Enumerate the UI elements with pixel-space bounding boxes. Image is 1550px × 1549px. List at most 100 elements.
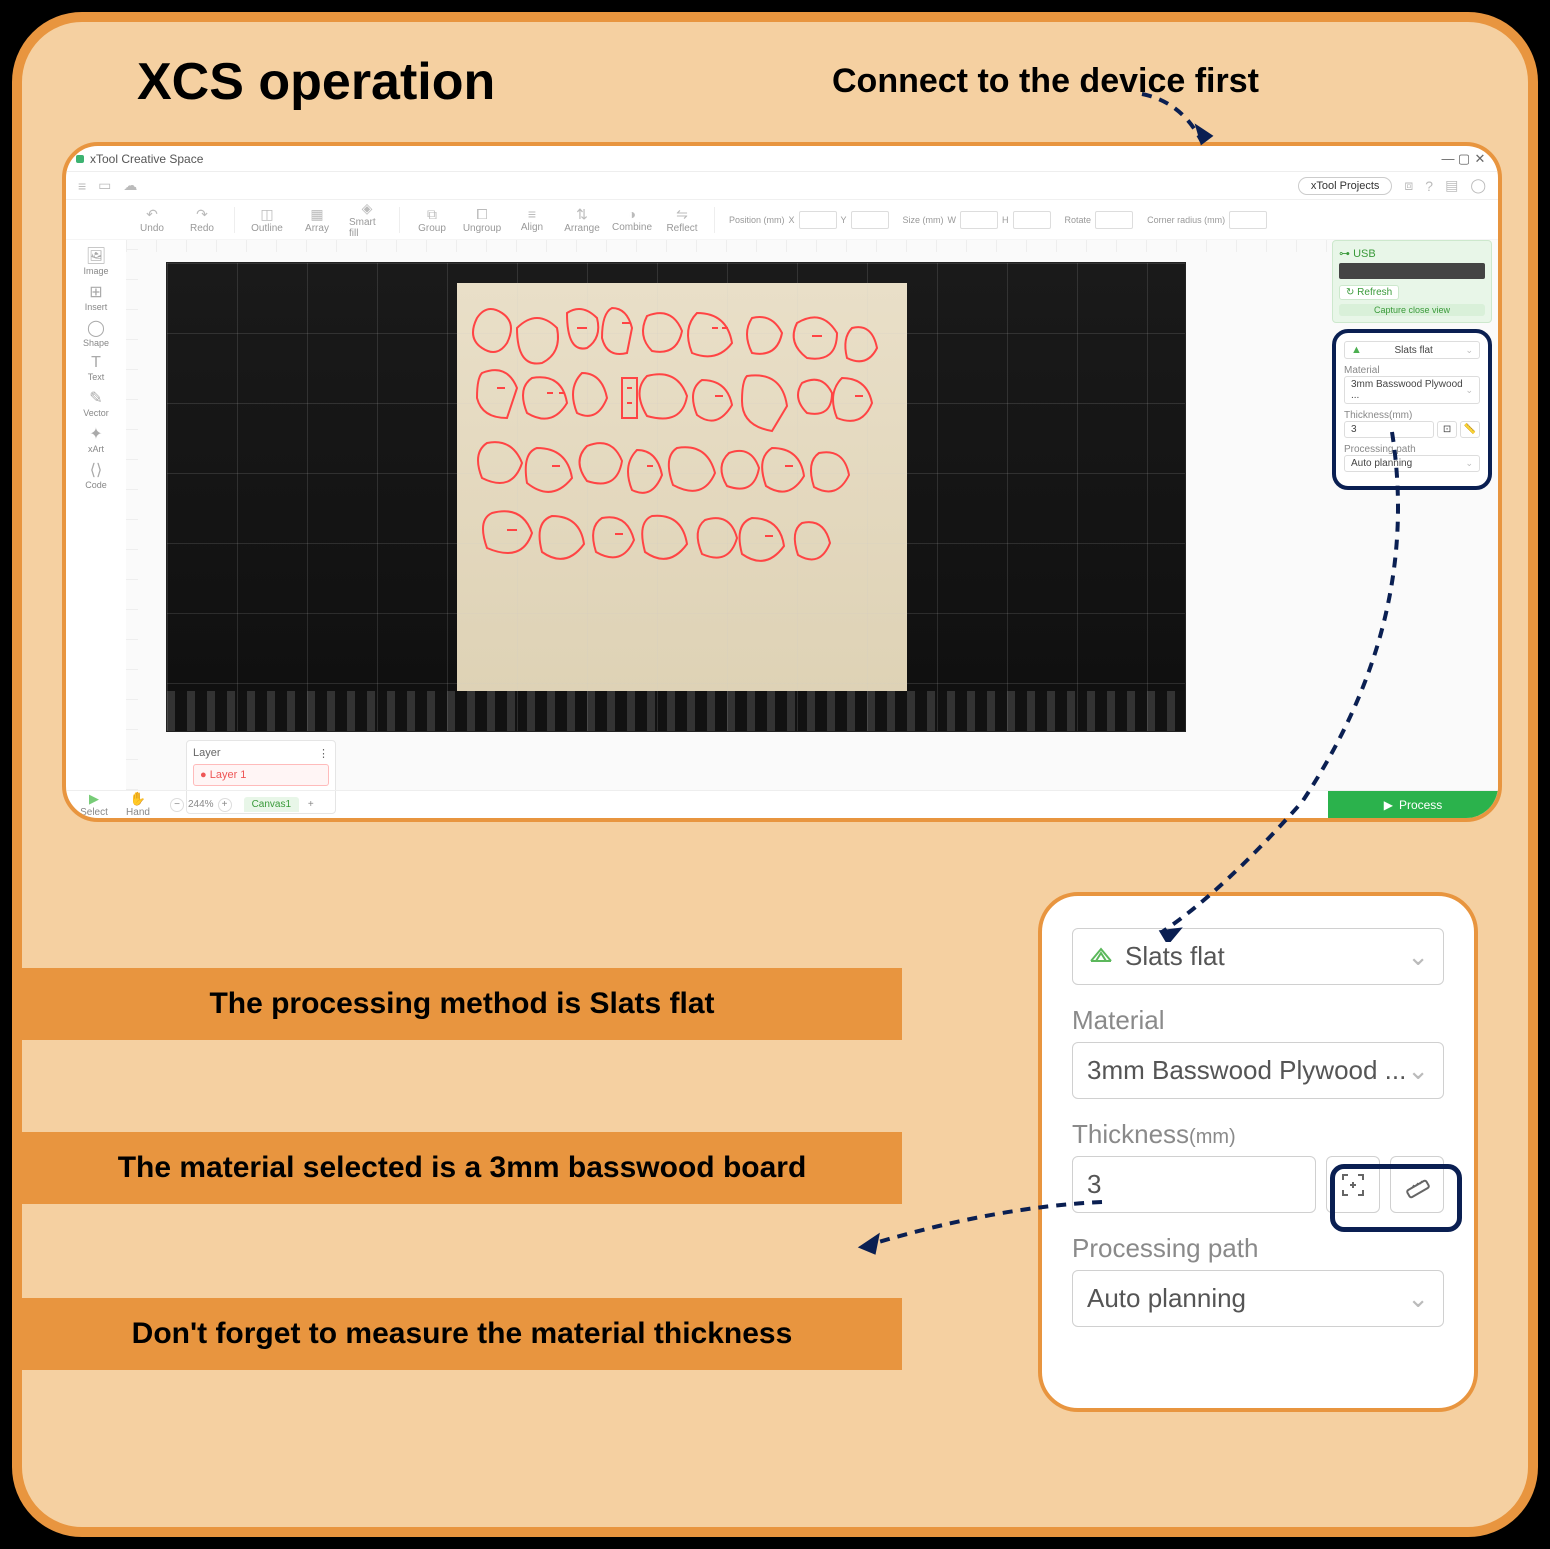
stage: XCS operation Connect to the device firs…: [0, 0, 1550, 1549]
size-h-input[interactable]: [1013, 211, 1051, 229]
vector-tool[interactable]: ✎Vector: [76, 388, 116, 418]
cut-outlines: [467, 298, 897, 568]
help-icon[interactable]: ?: [1425, 178, 1433, 194]
hand-tool[interactable]: ✋Hand: [118, 791, 158, 818]
measure-icon[interactable]: 📏: [1460, 421, 1480, 438]
material-label: Material: [1344, 365, 1480, 376]
insert-tool[interactable]: ⊞Insert: [76, 282, 116, 312]
zp-material-select[interactable]: 3mm Basswood Plywood ... ⌄: [1072, 1042, 1444, 1099]
canvas[interactable]: Layer ⋮ ● Layer 1: [126, 240, 1498, 790]
zp-path-value: Auto planning: [1087, 1283, 1246, 1314]
connection-panel: ⊶ USB ↻ Refresh Capture close view: [1332, 240, 1492, 323]
folder-icon[interactable]: ▭: [98, 177, 111, 194]
zp-material-value: 3mm Basswood Plywood ...: [1087, 1055, 1406, 1086]
material-select[interactable]: 3mm Basswood Plywood ...⌄: [1344, 376, 1480, 404]
size-prop: Size (mm) W H: [903, 211, 1051, 229]
zp-material-label: Material: [1072, 1005, 1444, 1036]
settings-panel-small: ▲Slats flat⌄ Material 3mm Basswood Plywo…: [1332, 329, 1492, 490]
ungroup-button[interactable]: ⧠Ungroup: [464, 206, 500, 234]
shape-tool[interactable]: ◯Shape: [76, 318, 116, 348]
thickness-input[interactable]: 3: [1344, 421, 1434, 438]
win-min-icon[interactable]: —: [1440, 151, 1456, 166]
menubar: ≡ ▭ ☁ xTool Projects ⧈ ? ▤ ◯: [66, 172, 1498, 200]
thickness-label: Thickness(mm): [1344, 410, 1480, 421]
path-select[interactable]: Auto planning⌄: [1344, 455, 1480, 472]
select-tool[interactable]: ▶Select: [74, 791, 114, 818]
zp-thickness-input[interactable]: 3: [1072, 1156, 1316, 1213]
statusbar: ▶Select ✋Hand − 244% + Canvas1 + ▶ Proce…: [66, 790, 1498, 818]
image-tool[interactable]: 🖼Image: [76, 246, 116, 276]
ruler-horizontal: [126, 240, 1498, 252]
zoom-value: 244%: [188, 799, 214, 810]
zoom-out-icon[interactable]: −: [170, 798, 184, 812]
layer-menu-icon[interactable]: ⋮: [318, 747, 329, 760]
chevron-down-icon: ⌄: [1407, 1055, 1429, 1086]
ruler-vertical: [126, 240, 138, 790]
undo-button[interactable]: ↶Undo: [134, 206, 170, 234]
smartfill-button[interactable]: ◈Smart fill: [349, 200, 385, 239]
redo-button[interactable]: ↷Redo: [184, 206, 220, 234]
projects-button[interactable]: xTool Projects: [1298, 177, 1392, 195]
play-icon: ▶: [1384, 798, 1393, 812]
cloud-icon[interactable]: ☁: [123, 177, 137, 194]
settings-panel-zoom: Slats flat ⌄ Material 3mm Basswood Plywo…: [1038, 892, 1478, 1412]
mode-select[interactable]: ▲Slats flat⌄: [1344, 341, 1480, 359]
align-button[interactable]: ≡Align: [514, 206, 550, 233]
rotate-input[interactable]: [1095, 211, 1133, 229]
zp-thickness-value: 3: [1087, 1169, 1101, 1200]
app-name: xTool Creative Space: [90, 152, 203, 166]
chevron-down-icon: ⌄: [1407, 941, 1429, 972]
info-card: XCS operation Connect to the device firs…: [12, 12, 1538, 1537]
cube-icon[interactable]: ⧈: [1404, 177, 1413, 194]
capture-button[interactable]: Capture close view: [1339, 304, 1485, 316]
code-tool[interactable]: ⟨⟩Code: [76, 460, 116, 490]
pos-x-input[interactable]: [799, 211, 837, 229]
reflect-button[interactable]: ⇋Reflect: [664, 206, 700, 234]
zp-measure-button[interactable]: [1390, 1156, 1444, 1213]
app-icon: [76, 155, 84, 163]
clipboard-icon[interactable]: ▤: [1445, 177, 1458, 194]
user-icon[interactable]: ◯: [1470, 177, 1486, 194]
combine-button[interactable]: ◑Combine: [614, 206, 650, 233]
focus-icon[interactable]: ⊡: [1437, 421, 1457, 438]
arrange-button[interactable]: ⇅Arrange: [564, 206, 600, 234]
xcs-screenshot: xTool Creative Space — ▢ ✕ ≡ ▭ ☁ xTool P…: [62, 142, 1502, 822]
array-button[interactable]: ▦Array: [299, 206, 335, 234]
left-toolbar: 🖼Image ⊞Insert ◯Shape TText ✎Vector ✦xAr…: [66, 240, 126, 790]
pos-y-input[interactable]: [851, 211, 889, 229]
right-panel: ⊶ USB ↻ Refresh Capture close view ▲Slat…: [1332, 240, 1492, 490]
zoom-control[interactable]: − 244% +: [170, 798, 232, 812]
outline-button[interactable]: ◫Outline: [249, 206, 285, 234]
zp-mode-select[interactable]: Slats flat ⌄: [1072, 928, 1444, 985]
size-w-input[interactable]: [960, 211, 998, 229]
device-icon: [1339, 263, 1485, 279]
rotate-prop: Rotate: [1065, 211, 1134, 229]
win-max-icon[interactable]: ▢: [1456, 151, 1472, 167]
app-titlebar: xTool Creative Space — ▢ ✕: [66, 146, 1498, 172]
process-button[interactable]: ▶ Process: [1328, 791, 1498, 819]
win-close-icon[interactable]: ✕: [1472, 151, 1488, 167]
layer-title: Layer: [193, 747, 221, 760]
usb-label: ⊶ USB: [1339, 247, 1485, 260]
xart-tool[interactable]: ✦xArt: [76, 424, 116, 454]
zp-path-label: Processing path: [1072, 1233, 1444, 1264]
refresh-button[interactable]: ↻ Refresh: [1339, 285, 1399, 300]
corner-input[interactable]: [1229, 211, 1267, 229]
canvas-tab[interactable]: Canvas1: [244, 797, 299, 812]
zp-thickness-label: Thickness(mm): [1072, 1119, 1444, 1150]
instruction-1: The processing method is Slats flat: [22, 968, 902, 1040]
camera-view: [166, 262, 1186, 732]
add-canvas-icon[interactable]: +: [308, 799, 314, 810]
text-tool[interactable]: TText: [76, 354, 116, 382]
zp-focus-button[interactable]: [1326, 1156, 1380, 1213]
connect-label: Connect to the device first: [832, 62, 1259, 101]
canvas-tabs: Canvas1 +: [244, 799, 314, 810]
path-label: Processing path: [1344, 444, 1480, 455]
zoom-in-icon[interactable]: +: [218, 798, 232, 812]
zp-path-select[interactable]: Auto planning ⌄: [1072, 1270, 1444, 1327]
layer-row[interactable]: ● Layer 1: [193, 764, 329, 786]
group-button[interactable]: ⧉Group: [414, 206, 450, 234]
menu-icon[interactable]: ≡: [78, 178, 86, 194]
zp-mode-value: Slats flat: [1125, 941, 1397, 972]
corner-prop: Corner radius (mm): [1147, 211, 1267, 229]
